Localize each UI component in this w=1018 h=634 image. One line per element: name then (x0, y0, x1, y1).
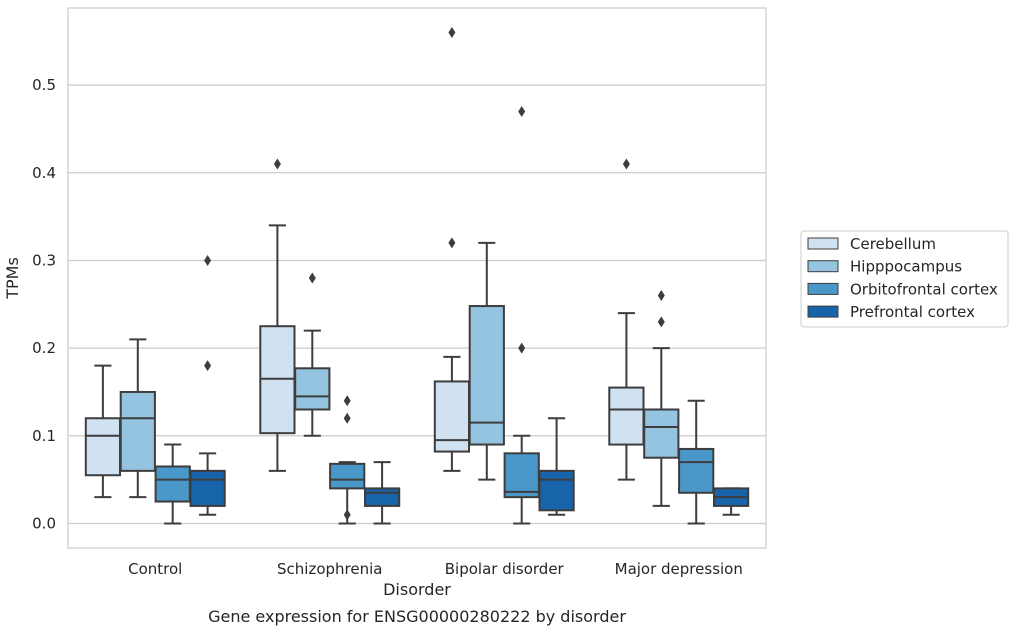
box (84, 417, 122, 477)
box-group (119, 338, 156, 499)
legend-label: Cerebellum (850, 235, 936, 253)
box (119, 390, 156, 472)
y-axis-title: TPMs (3, 257, 22, 300)
box-group (84, 364, 122, 499)
x-tick-label: Major depression (615, 560, 743, 578)
box-group (259, 158, 296, 472)
box-group (294, 272, 331, 437)
legend-frame (800, 230, 1009, 328)
outlier-point (657, 316, 665, 328)
outlier-point (343, 395, 351, 407)
outlier-point (204, 360, 212, 372)
box-group (363, 461, 401, 525)
legend-swatch (807, 260, 839, 273)
x-axis-ticks: Control Schizophrenia Bipolar disorder Majo… (128, 560, 743, 578)
x-tick-label: Control (128, 560, 182, 578)
outlier-point (273, 158, 281, 170)
box-group (503, 105, 540, 525)
y-tick-label: 0.1 (32, 427, 56, 445)
legend-label: Hipppocampus (850, 258, 962, 276)
box (363, 487, 401, 507)
y-tick-label: 0.5 (32, 76, 56, 94)
box-group (189, 254, 226, 516)
box (678, 447, 715, 494)
outlier-point (622, 158, 630, 170)
y-tick-label: 0.3 (32, 251, 56, 269)
outlier-point (448, 27, 456, 39)
box-plot-boxes (84, 27, 750, 525)
plot-frame (67, 7, 767, 549)
y-tick-label: 0.4 (32, 164, 56, 182)
outlier-point (518, 105, 526, 117)
y-tick-label: 0.2 (32, 339, 56, 357)
box-group (329, 395, 366, 525)
legend-label: Prefrontal cortex (850, 303, 975, 321)
legend-swatch (807, 305, 839, 318)
box-group (608, 158, 645, 481)
box-group (468, 241, 505, 481)
box-group (433, 27, 471, 472)
box (294, 367, 331, 411)
outlier-point (448, 237, 456, 249)
box-group (712, 487, 750, 516)
box (329, 462, 366, 490)
box (189, 469, 226, 507)
box (608, 386, 645, 446)
outlier-point (343, 412, 351, 424)
box (154, 465, 191, 503)
x-tick-label: Bipolar disorder (445, 560, 565, 578)
y-tick-label: 0.0 (32, 514, 56, 532)
gridlines (68, 84, 766, 525)
outlier-point (343, 509, 351, 521)
legend: Cerebellum Hipppocampus Orbitofrontal cort… (800, 230, 1009, 328)
outlier-point (308, 272, 316, 284)
legend-swatch (807, 237, 839, 250)
legend-swatch (807, 282, 839, 295)
outlier-point (518, 342, 526, 354)
outlier-point (204, 254, 212, 266)
box (643, 408, 680, 459)
box (468, 305, 505, 446)
box (503, 452, 540, 499)
x-tick-label: Schizophrenia (277, 560, 382, 578)
box-group (678, 399, 715, 525)
legend-label: Orbitofrontal cortex (850, 280, 998, 298)
box-group (538, 417, 575, 516)
x-axis-title: Disorder (383, 580, 451, 599)
chart-caption: Gene expression for ENSG00000280222 by d… (208, 607, 626, 626)
box (538, 469, 575, 512)
box-group (154, 443, 191, 525)
outlier-point (657, 290, 665, 302)
box-group (643, 290, 680, 507)
y-axis-ticks: 0.0 0.1 0.2 0.3 0.4 0.5 (32, 76, 56, 532)
